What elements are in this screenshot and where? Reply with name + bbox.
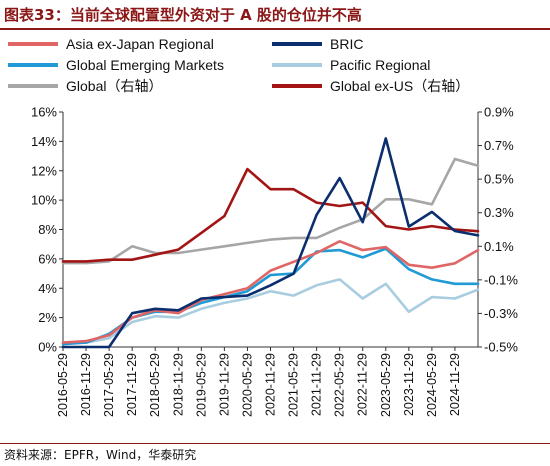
legend-swatch-global	[8, 84, 58, 88]
y-left-tick-label: 16%	[31, 105, 57, 120]
y-right-tick-label: 0.1%	[484, 239, 514, 254]
series-line-pacific	[61, 278, 480, 344]
y-right-tick-label: 0.5%	[484, 172, 514, 187]
x-tick-label: 2020-11-29	[264, 353, 278, 416]
y-right-tick-label: -0.3%	[484, 306, 518, 321]
x-tick-label: 2016-11-29	[79, 353, 93, 416]
legend-label-asia: Asia ex-Japan Regional	[66, 36, 214, 52]
x-tick-label: 2018-05-29	[148, 353, 162, 417]
x-tick-label: 2024-05-29	[425, 353, 439, 417]
legend-swatch-pacific	[272, 63, 322, 67]
legend-label-pacific: Pacific Regional	[330, 57, 431, 73]
legend-swatch-globalexus	[272, 84, 322, 88]
y-right-tick-label: 0.9%	[484, 105, 514, 120]
line-chart: 0% 2% 4% 6% 8% 10% 12% 14% 16% -0.5% -0.3% -0.1% 0.1…	[31, 105, 518, 417]
x-tick-label: 2016-05-29	[56, 353, 70, 417]
x-tick-label: 2023-11-29	[402, 353, 416, 416]
title-bar: 图表33：当前全球配置型外资对于 A 股的仓位并不高	[0, 0, 550, 28]
legend-label-global: Global（右轴）	[66, 78, 163, 94]
y-left-tick-label: 14%	[31, 134, 57, 149]
y-right-tick-label: 0.3%	[484, 205, 514, 220]
title-rule	[0, 28, 550, 30]
legend-label-bric: BRIC	[330, 36, 364, 52]
legend-swatch-gem	[8, 63, 58, 67]
legend-label-globalexus: Global ex-US（右轴）	[330, 78, 470, 94]
footer-rule	[0, 443, 550, 444]
y-left-tick-label: 8%	[38, 222, 57, 237]
x-tick-label: 2024-11-29	[448, 353, 462, 416]
x-tick-label: 2019-05-29	[194, 353, 208, 417]
x-tick-label: 2019-11-29	[217, 353, 231, 416]
x-tick-label: 2020-05-29	[240, 353, 254, 417]
legend-label-gem: Global Emerging Markets	[66, 57, 224, 73]
x-tick-label: 2023-05-29	[379, 353, 393, 417]
chart-title: 图表33：当前全球配置型外资对于 A 股的仓位并不高	[4, 6, 362, 24]
x-tick-label: 2021-11-29	[310, 353, 324, 416]
legend: Asia ex-Japan Regional BRIC Global Emerg…	[0, 34, 550, 96]
x-tick-label: 2021-05-29	[287, 353, 301, 417]
y-right-tick-label: 0.7%	[484, 138, 514, 153]
x-tick-label: 2022-05-29	[333, 353, 347, 417]
y-left-tick-label: 4%	[38, 281, 57, 296]
x-tick-label: 2022-11-29	[356, 353, 370, 416]
y-left-tick-label: 12%	[31, 163, 57, 178]
x-tick-label: 2018-11-29	[171, 353, 185, 416]
y-left-tick-label: 0%	[38, 340, 57, 355]
source-note: 资料来源：EPFR，Wind，华泰研究	[4, 448, 197, 462]
y-left-tick-label: 6%	[38, 251, 57, 266]
legend-swatch-asia	[8, 42, 58, 46]
series-line-globalexus	[61, 167, 480, 263]
series-line-global	[61, 157, 480, 265]
x-tick-label: 2017-05-29	[102, 353, 116, 417]
y-left-tick-label: 2%	[38, 310, 57, 325]
series-line-bric	[61, 137, 480, 349]
x-tick-label: 2017-11-29	[125, 353, 139, 416]
series-line-gem	[61, 247, 480, 346]
y-left-tick-label: 10%	[31, 193, 57, 208]
legend-swatch-bric	[272, 42, 322, 46]
y-right-tick-label: -0.1%	[484, 272, 518, 287]
y-right-tick-label: -0.5%	[484, 340, 518, 355]
series-line-asia	[61, 240, 480, 344]
